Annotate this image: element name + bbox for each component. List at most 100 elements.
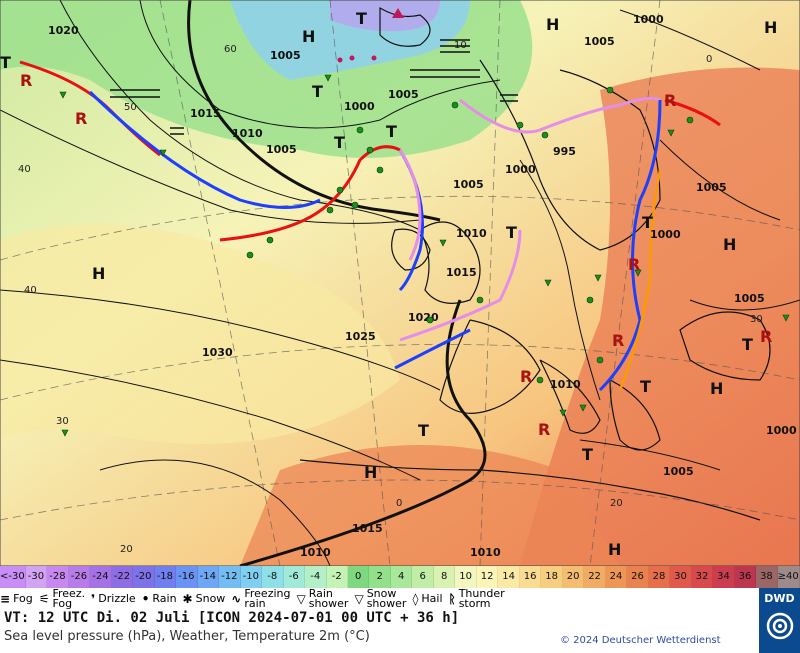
temperature-scale-cell: -12 — [219, 566, 241, 588]
grid-label: 40 — [18, 164, 31, 175]
temperature-scale-cell: 32 — [691, 566, 714, 588]
low-center: T — [506, 223, 517, 242]
temperature-scale-cell: -6 — [283, 566, 306, 588]
grid-label: 20 — [610, 498, 623, 509]
thunderstorm-symbols: R R R R R R R R — [20, 71, 772, 439]
high-center: H — [710, 379, 723, 398]
svg-text:R: R — [612, 331, 624, 350]
grid-label: 50 — [124, 102, 137, 113]
temperature-scale-cell: -10 — [240, 566, 263, 588]
temperature-scale-cell: -24 — [90, 566, 112, 588]
high-center: H — [364, 463, 377, 482]
legend-item: • Rain — [142, 592, 177, 605]
pressure-label: 1005 — [388, 88, 419, 101]
temperature-scale-cell: 22 — [584, 566, 606, 588]
grid-label: 30 — [56, 416, 69, 427]
coastlines — [299, 6, 771, 521]
legend-label: Snow — [195, 592, 226, 605]
svg-text:R: R — [664, 91, 676, 110]
weather-map-svg: 1020 1005 1005 1000 1000 1005 1015 1010 … — [0, 0, 800, 566]
temperature-scale-cell: 6 — [412, 566, 434, 588]
temperature-scale-cell: -16 — [176, 566, 198, 588]
svg-text:R: R — [20, 71, 32, 90]
occlusion-north — [459, 96, 661, 134]
pressure-label: 1000 — [766, 424, 797, 437]
pressure-label: 1005 — [663, 465, 694, 478]
legend-label: Hail — [421, 592, 443, 605]
temperature-scale-cell: 18 — [541, 566, 563, 588]
freezing-fog-icon: ⚟ — [38, 592, 50, 606]
pressure-label: 1005 — [270, 49, 301, 62]
svg-text:R: R — [628, 255, 640, 274]
weather-map: 1020 1005 1005 1000 1000 1005 1015 1010 … — [0, 0, 800, 566]
svg-text:R: R — [75, 109, 87, 128]
info-panel: VT: 12 UTC Di. 02 Juli [ICON 2024-07-01 … — [0, 610, 740, 653]
freezing-rain-icon: ∿ — [231, 592, 242, 606]
weather-symbols — [59, 74, 790, 437]
temperature-scale-cell: -4 — [305, 566, 327, 588]
svg-text:R: R — [520, 367, 532, 386]
legend-label: Rain — [152, 592, 177, 605]
grid-label: 0 — [396, 498, 402, 509]
pressure-label: 1010 — [550, 378, 581, 391]
pressure-label: 1010 — [232, 127, 263, 140]
temperature-scale-cell: 28 — [648, 566, 671, 588]
legend-label: Drizzle — [98, 592, 136, 605]
high-center: H — [546, 15, 559, 34]
low-center: T — [0, 53, 11, 72]
temperature-scale-cell: 4 — [390, 566, 413, 588]
legend-label: Thunder storm — [458, 587, 505, 610]
low-center: T — [582, 445, 593, 464]
temperature-scale-cell: -8 — [262, 566, 284, 588]
thunderstorm-icon: ᚱ — [448, 592, 456, 606]
low-center: T — [642, 213, 653, 232]
main-isobar — [187, 0, 441, 222]
pressure-label: 1025 — [345, 330, 376, 343]
pressure-label: 1000 — [505, 163, 536, 176]
coldest-field — [330, 0, 440, 32]
pressure-label: 1005 — [696, 181, 727, 194]
temperature-scale-cell: 14 — [498, 566, 520, 588]
cold-front-west — [88, 90, 321, 209]
pressure-label: 1005 — [584, 35, 615, 48]
fog-symbols — [110, 39, 518, 135]
temperature-scale-cell: -22 — [111, 566, 134, 588]
pressure-labels: 1020 1005 1005 1000 1000 1005 1015 1010 … — [48, 13, 797, 559]
legend-item: ◊ Hail — [412, 592, 443, 605]
warm-front-east — [664, 98, 721, 127]
legend-item: ✱ Snow — [182, 592, 226, 606]
pressure-label: 1010 — [300, 546, 331, 559]
low-center: T — [334, 133, 345, 152]
temperature-scale-cell: 30 — [670, 566, 692, 588]
high-center: H — [302, 27, 315, 46]
temperature-scale-cell: 2 — [369, 566, 391, 588]
fog-icon: ≡ — [0, 592, 11, 606]
temperature-scale-cell: 0 — [347, 566, 370, 588]
pressure-label: 1015 — [352, 522, 383, 535]
svg-text:R: R — [760, 327, 772, 346]
temperature-scale-cell: -26 — [68, 566, 91, 588]
temperature-scale: <-30 -30 -28 -26 -24 -22 -20 -18 -16 -14 -12 -10 -8-… — [0, 566, 800, 604]
low-center: T — [418, 421, 429, 440]
pressure-label: 1000 — [633, 13, 664, 26]
snow-symbols — [337, 8, 404, 63]
valid-time: VT: 12 UTC Di. 02 Juli [ICON 2024-07-01 … — [4, 610, 460, 626]
occlusion-uk — [398, 149, 422, 261]
low-pressure-centers: T T T T T T T T T T T — [0, 9, 753, 464]
temperature-scale-cell: 26 — [627, 566, 649, 588]
main-isobar-south — [239, 299, 487, 566]
pressure-label: 1000 — [344, 100, 375, 113]
drizzle-icon: ❜ — [91, 592, 96, 606]
legend-item: ᚱ Thunder storm — [448, 587, 505, 610]
low-center: T — [640, 377, 651, 396]
temperature-scale-cell: 34 — [713, 566, 735, 588]
legend-item: ⚟ Freez. Fog — [38, 588, 85, 609]
snow-icon: ✱ — [182, 592, 193, 606]
pressure-label: 1000 — [650, 228, 681, 241]
legend-label: Fog — [13, 592, 33, 605]
map-subtitle: Sea level pressure (hPa), Weather, Tempe… — [4, 629, 370, 644]
high-center: H — [608, 540, 621, 559]
temperature-scale-cell: 12 — [476, 566, 499, 588]
rain-shower-icon: ▽ — [296, 592, 306, 606]
temperature-scale-cell: -2 — [326, 566, 348, 588]
